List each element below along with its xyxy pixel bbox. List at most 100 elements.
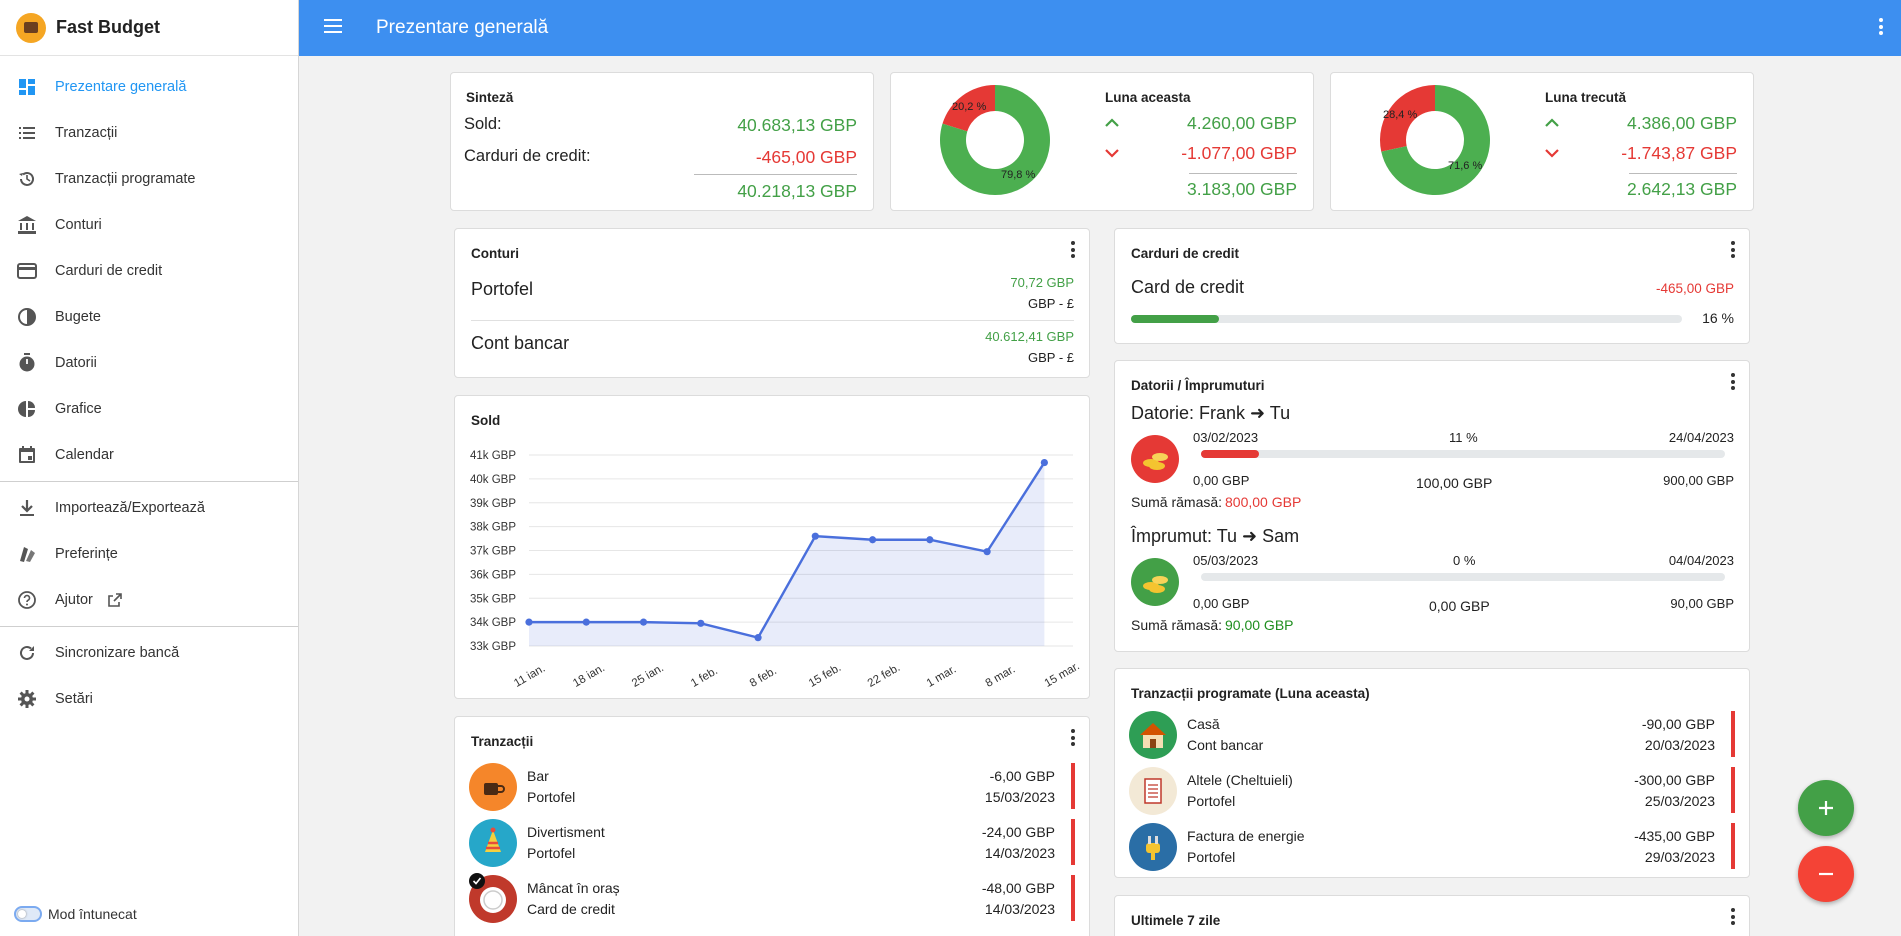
summary-card: Sinteză Sold: 40.683,13 GBP Carduri de c… — [450, 72, 874, 211]
scheduled-row[interactable]: Factura de energie Portofel -435,00 GBP … — [1129, 821, 1735, 871]
data-point — [754, 634, 762, 642]
balance-area — [529, 462, 1045, 646]
sidebar-item-settings[interactable]: Setări — [0, 676, 298, 722]
scheduled-row[interactable]: Altele (Cheltuieli) Portofel -300,00 GBP… — [1129, 765, 1735, 815]
sidebar-item-import-export[interactable]: Importează/Exportează — [0, 485, 298, 531]
transaction-account: Portofel — [527, 845, 576, 861]
more-options-icon[interactable] — [1731, 241, 1735, 261]
expense-indicator — [1071, 875, 1075, 921]
data-point — [983, 548, 991, 556]
debt-remaining-label: Sumă rămasă: — [1131, 617, 1223, 633]
receipt-icon — [1129, 767, 1177, 815]
expense-indicator — [1071, 763, 1075, 809]
sidebar-item-label: Conturi — [55, 217, 102, 233]
debt-remaining-value: 90,00 GBP — [1225, 617, 1294, 633]
sidebar-item-bank-sync[interactable]: Sincronizare bancă — [0, 630, 298, 676]
sidebar-item-label: Calendar — [55, 447, 114, 463]
last-7-days-card: Ultimele 7 zile — [1114, 895, 1750, 936]
settings-icon — [16, 688, 38, 710]
debt-item[interactable]: Împrumut: Tu ➜ Sam 05/03/2023 0 % 04/04/… — [1115, 526, 1749, 648]
dark-mode-toggle[interactable]: Mod întunecat — [14, 906, 137, 922]
data-point — [697, 619, 705, 627]
sidebar-item-budgets[interactable]: Bugete — [0, 294, 298, 340]
transactions-card: Tranzacții Bar Portofel -6,00 GBP 15/03/… — [454, 716, 1090, 936]
credit-cards-label: Carduri de credit: — [464, 147, 591, 165]
data-point — [811, 532, 819, 540]
more-options-icon[interactable] — [1731, 908, 1735, 928]
sidebar-item-charts[interactable]: Grafice — [0, 386, 298, 432]
divider — [1629, 173, 1737, 174]
expense-slice — [942, 85, 995, 132]
scheduled-amount: -90,00 GBP — [1641, 716, 1715, 732]
debt-max: 90,00 GBP — [1670, 596, 1734, 611]
list-icon — [16, 122, 38, 144]
expense-value: -1.077,00 GBP — [1181, 143, 1297, 163]
transaction-category: Divertisment — [527, 824, 605, 840]
help-icon — [16, 589, 38, 611]
income-value: 4.260,00 GBP — [1187, 113, 1297, 133]
add-income-button[interactable] — [1798, 780, 1854, 836]
transaction-amount: -6,00 GBP — [989, 768, 1055, 784]
debt-paid: 0,00 GBP — [1429, 598, 1490, 614]
timer-icon — [16, 352, 38, 374]
dashboard-icon — [16, 76, 38, 98]
income-slice — [1381, 85, 1490, 195]
scheduled-date: 20/03/2023 — [1644, 737, 1715, 753]
bank-icon — [16, 214, 38, 236]
y-tick-label: 36k GBP — [470, 569, 516, 581]
scheduled-amount: -300,00 GBP — [1634, 772, 1715, 788]
progress-fill — [1201, 450, 1259, 458]
account-balance: 70,72 GBP — [1010, 275, 1074, 290]
sync-icon — [16, 642, 38, 664]
debt-item[interactable]: Datorie: Frank ➜ Tu 03/02/2023 11 % 24/0… — [1115, 403, 1749, 525]
sidebar-item-accounts[interactable]: Conturi — [0, 202, 298, 248]
minus-icon — [1819, 872, 1833, 876]
sidebar-item-overview[interactable]: Prezentare generală — [0, 64, 298, 110]
expense-indicator — [1731, 711, 1735, 757]
data-point — [525, 618, 533, 626]
sidebar-item-calendar[interactable]: Calendar — [0, 432, 298, 478]
scheduled-row[interactable]: Casă Cont bancar -90,00 GBP 20/03/2023 — [1129, 709, 1735, 759]
sidebar-item-help[interactable]: Ajutor — [0, 577, 298, 623]
app-logo-icon — [16, 12, 46, 43]
card-title: Conturi — [471, 246, 519, 261]
arrow-up-icon — [1104, 115, 1120, 131]
account-row[interactable]: Portofel 70,72 GBP GBP - £ — [455, 271, 1089, 323]
more-options-icon[interactable] — [1879, 18, 1883, 38]
this-month-card: 20,2 % 79,8 % Luna aceasta 4.260,00 GBP … — [890, 72, 1314, 211]
expense-value: -1.743,87 GBP — [1621, 143, 1737, 163]
debt-start-date: 03/02/2023 — [1193, 430, 1259, 445]
x-tick-label: 8 feb. — [748, 665, 779, 690]
x-tick-label: 15 feb. — [807, 662, 843, 690]
toggle-switch[interactable] — [14, 906, 42, 922]
more-options-icon[interactable] — [1071, 241, 1075, 261]
y-tick-label: 41k GBP — [470, 450, 516, 462]
card-title: Tranzacții — [471, 734, 534, 749]
transaction-category: Mâncat în oraș — [527, 880, 620, 896]
balance-line — [529, 461, 1046, 640]
add-expense-button[interactable] — [1798, 846, 1854, 902]
summary-total: 40.218,13 GBP — [737, 181, 857, 201]
sidebar-item-label: Preferințe — [55, 546, 118, 562]
sidebar-item-transactions[interactable]: Tranzacții — [0, 110, 298, 156]
month-total: 3.183,00 GBP — [1187, 179, 1297, 199]
sidebar-item-debts[interactable]: Datorii — [0, 340, 298, 386]
debt-progress-bar — [1201, 573, 1725, 581]
transaction-row[interactable]: Bar Portofel -6,00 GBP 15/03/2023 — [469, 761, 1075, 811]
x-tick-label: 1 feb. — [689, 665, 720, 690]
top-app-bar: Prezentare generală — [299, 0, 1901, 56]
sidebar-item-scheduled[interactable]: Tranzacții programate — [0, 156, 298, 202]
balance-value: 40.683,13 GBP — [737, 115, 857, 135]
card-title: Luna trecută — [1545, 90, 1627, 105]
balance-chart-card: Sold 41k GBP 40k GBP 39k GBP 38k GBP 37k GBP… — [454, 395, 1090, 699]
more-options-icon[interactable] — [1071, 729, 1075, 749]
more-options-icon[interactable] — [1731, 373, 1735, 393]
transaction-row[interactable]: Divertisment Portofel -24,00 GBP 14/03/2… — [469, 817, 1075, 867]
expense-indicator — [1071, 819, 1075, 865]
hamburger-menu-icon[interactable] — [324, 18, 346, 39]
sidebar-item-credit-cards[interactable]: Carduri de credit — [0, 248, 298, 294]
transaction-row[interactable]: Mâncat în oraș Card de credit -48,00 GBP… — [469, 873, 1075, 923]
sidebar-item-preferences[interactable]: Preferințe — [0, 531, 298, 577]
account-row[interactable]: Cont bancar 40.612,41 GBP GBP - £ — [455, 325, 1089, 377]
card-title: Sinteză — [466, 90, 514, 105]
